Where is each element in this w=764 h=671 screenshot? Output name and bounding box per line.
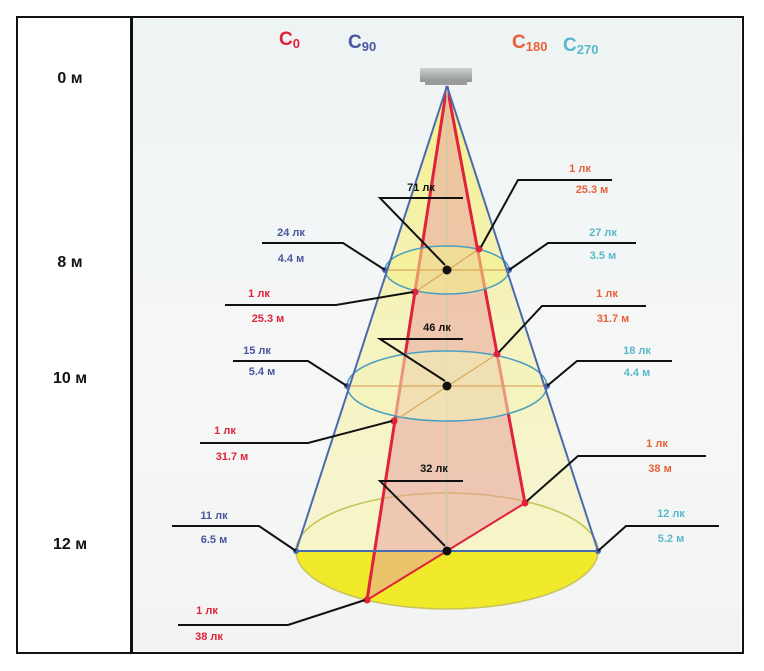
height-label-12: 12 м — [52, 536, 88, 553]
leader-c90-10m — [233, 360, 348, 387]
c90-dist-8m: 4.4 м — [278, 253, 305, 265]
c180-lux-10m: 1 лк — [596, 288, 618, 300]
c180-point-8m — [475, 245, 483, 253]
leader-c180-12m — [526, 455, 706, 502]
leader-c0-12m — [178, 599, 366, 626]
luminaire-base — [425, 80, 467, 85]
center-lux-12m: 32 лк — [420, 463, 448, 475]
c0-edge-line — [365, 85, 449, 601]
c0-dist-10m: 31.7 м — [216, 451, 249, 463]
c0-point-12m — [363, 596, 371, 604]
legend-c270: C270 — [563, 35, 598, 57]
c180-lux-12m: 1 лк — [646, 438, 668, 450]
leader-c270-12m — [597, 525, 719, 552]
leader-c270-10m — [546, 360, 672, 387]
cone-left-edge — [295, 85, 448, 552]
c180-edge-line — [445, 85, 527, 504]
c180-dist-12m: 38 м — [648, 463, 671, 475]
c90-dist-10m: 5.4 м — [249, 366, 276, 378]
c90-lux-10m: 15 лк — [243, 345, 271, 357]
c0-point-8m — [411, 288, 419, 296]
c270-lux-8m: 27 лк — [589, 227, 617, 239]
c270-dist-10m: 4.4 м — [624, 367, 651, 379]
leader-c180-10m — [498, 305, 646, 353]
leader-center-8m — [377, 197, 463, 266]
c90-lux-8m: 24 лк — [277, 227, 305, 239]
height-label-10: 10 м — [52, 370, 88, 387]
c270-lux-10m: 18 лк — [623, 345, 651, 357]
c180-point-12m — [521, 499, 529, 507]
legend-c180: C180 — [512, 32, 547, 54]
height-label-0: 0 м — [57, 70, 83, 87]
leader-center-10m — [376, 338, 463, 382]
c90-dist-12m: 6.5 м — [201, 534, 228, 546]
c180-point-10m — [493, 350, 501, 358]
c0-point-10m — [390, 417, 398, 425]
center-point-12m — [442, 546, 452, 556]
leader-c90-12m — [172, 525, 297, 552]
c270-dist-12m: 5.2 м — [658, 533, 685, 545]
center-lux-8m: 71 лк — [407, 182, 435, 194]
c180-lux-8m: 1 лк — [569, 163, 591, 175]
leader-c180-8m — [480, 179, 612, 248]
cone-right-edge — [446, 85, 599, 552]
c0-c180-plane — [367, 86, 525, 600]
height-label-8: 8 м — [57, 254, 83, 271]
legend-c90: C90 — [348, 32, 376, 54]
c0-lux-12m: 1 лк — [196, 605, 218, 617]
c0-dist-8m: 25.3 м — [252, 313, 285, 325]
c180-dist-8m: 25.3 м — [576, 184, 609, 196]
c0-dist-12m: 38 лк — [195, 631, 223, 643]
c270-dist-8m: 3.5 м — [590, 250, 617, 262]
luminaire-fixture — [420, 68, 472, 82]
c270-lux-12m: 12 лк — [657, 508, 685, 520]
center-point-8m — [442, 265, 452, 275]
center-lux-10m: 46 лк — [423, 322, 451, 334]
leader-center-12m — [377, 480, 463, 547]
c0-lux-10m: 1 лк — [214, 425, 236, 437]
center-point-10m — [442, 381, 452, 391]
legend-c0: C0 — [279, 29, 300, 51]
leader-c0-10m — [200, 420, 393, 444]
leader-c90-8m — [262, 242, 386, 271]
c90-lux-12m: 11 лк — [200, 510, 228, 522]
c0-lux-8m: 1 лк — [248, 288, 270, 300]
leader-c270-8m — [508, 242, 636, 271]
c180-dist-10m: 31.7 м — [597, 313, 630, 325]
column-divider — [130, 16, 133, 654]
leader-c0-8m — [225, 291, 414, 306]
